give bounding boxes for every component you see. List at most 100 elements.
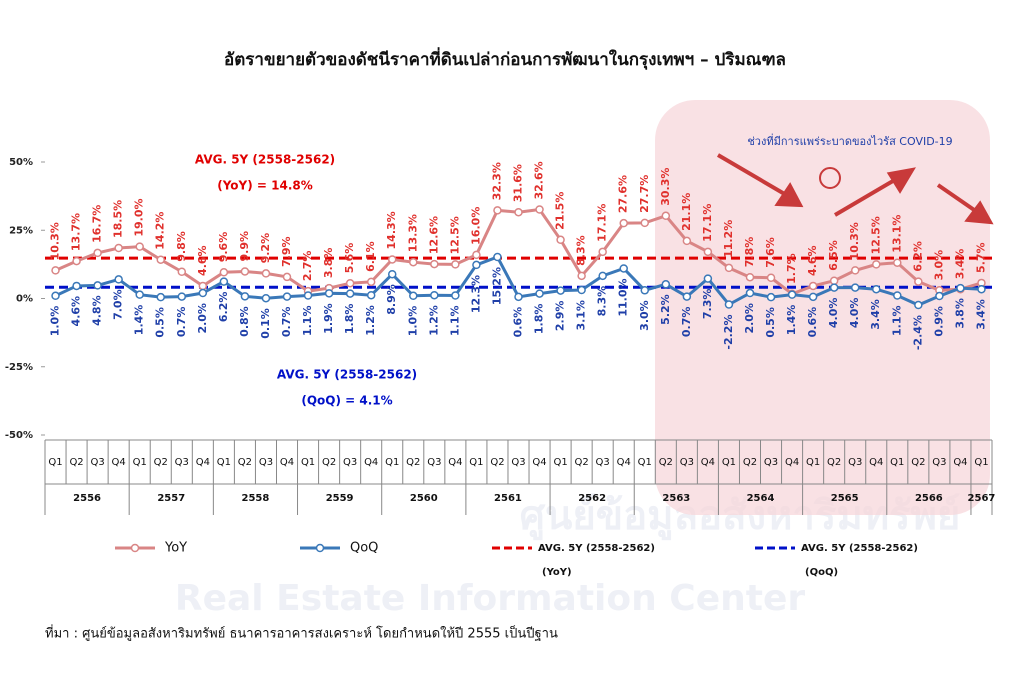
point: [219, 268, 229, 277]
point: [598, 247, 607, 257]
point: [51, 266, 60, 275]
year-label: 2559: [326, 493, 354, 504]
x-tick-label: Q1: [974, 457, 988, 468]
x-tick-label: Q1: [48, 457, 62, 468]
data-label: 1.8%: [343, 304, 356, 335]
point: [240, 292, 250, 301]
chart-title: อัตราขยายตัวของดัชนีราคาที่ดินเปล่าก่อนก…: [224, 47, 786, 70]
point: [535, 289, 544, 298]
data-label: 3.4%: [974, 299, 987, 330]
data-label: 1.0%: [406, 306, 419, 337]
x-tick-label: Q4: [196, 457, 210, 468]
x-tick-label: Q1: [553, 457, 567, 468]
x-tick-label: Q4: [869, 457, 883, 468]
point: [682, 236, 692, 246]
point: [745, 288, 755, 298]
point: [261, 269, 271, 278]
x-tick-label: Q4: [532, 457, 546, 468]
point: [682, 292, 692, 301]
data-label: 1.1%: [890, 305, 903, 336]
data-label: 1.8%: [533, 304, 546, 335]
data-label: 13.3%: [406, 214, 419, 252]
data-label: 1.9%: [322, 303, 335, 334]
point: [114, 275, 123, 284]
point: [156, 255, 165, 264]
legend-label: QoQ: [350, 541, 378, 556]
y-tick-label: -50%: [5, 430, 33, 441]
data-label: 16.0%: [469, 207, 482, 245]
point: [556, 286, 565, 295]
data-label: 18.5%: [112, 200, 125, 238]
point: [409, 257, 418, 267]
data-label: 3.0%: [638, 300, 651, 331]
data-label: 3.4%: [953, 249, 966, 280]
year-label: 2560: [410, 493, 438, 504]
x-tick-label: Q1: [638, 457, 652, 468]
point: [472, 260, 481, 270]
data-label: 4.6%: [196, 245, 209, 276]
data-label: 3.1%: [575, 300, 588, 331]
point: [51, 291, 60, 301]
x-tick-label: Q1: [469, 457, 483, 468]
point: [366, 290, 376, 300]
point: [472, 250, 481, 260]
x-tick-label: Q3: [848, 457, 862, 468]
point: [850, 266, 860, 275]
x-tick-label: Q2: [743, 457, 757, 468]
point: [640, 218, 650, 228]
data-label: 7.6%: [764, 237, 777, 268]
point: [872, 284, 881, 294]
data-label: 1.2%: [364, 305, 377, 336]
source: ที่มา : ศูนย์ข้อมูลอสังหาริมทรัพย์ ธนาคา…: [45, 624, 558, 642]
year-label: 2565: [831, 493, 859, 504]
avg-annotation: AVG. 5Y (2558-2562): [277, 368, 417, 382]
point: [493, 252, 502, 262]
data-label: 1.4%: [785, 305, 798, 336]
data-label: 2.7%: [301, 251, 314, 282]
data-label: 0.7%: [175, 307, 188, 338]
point: [451, 291, 460, 300]
point: [661, 211, 671, 221]
data-label: 1.1%: [301, 305, 314, 336]
point: [177, 292, 187, 301]
x-tick-label: Q2: [238, 457, 252, 468]
point: [724, 300, 734, 309]
data-label: 14.3%: [385, 211, 398, 249]
x-tick-label: Q1: [722, 457, 736, 468]
point: [956, 283, 965, 293]
point: [324, 289, 334, 298]
data-label: 12.6%: [427, 216, 440, 254]
point: [72, 281, 81, 291]
point: [156, 292, 165, 302]
data-label: 0.8%: [238, 306, 251, 337]
data-label: 9.6%: [217, 232, 230, 263]
x-tick-label: Q4: [448, 457, 462, 468]
point: [619, 264, 628, 273]
point: [345, 278, 355, 288]
data-label: 21.1%: [680, 193, 693, 231]
legend-label: AVG. 5Y (2558-2562): [538, 543, 655, 554]
data-label: 0.7%: [680, 307, 693, 338]
point: [914, 300, 923, 310]
point: [114, 243, 123, 253]
data-label: 9.9%: [238, 231, 251, 262]
point: [93, 248, 102, 258]
data-label: 4.6%: [806, 245, 819, 276]
data-label: 0.9%: [932, 306, 945, 337]
x-tick-label: Q3: [259, 457, 273, 468]
data-label: 0.6%: [512, 307, 525, 338]
data-label: 4.6%: [70, 296, 83, 327]
legend-marker: [130, 543, 140, 553]
data-label: 14.2%: [154, 212, 167, 250]
data-label: 2.0%: [743, 303, 756, 334]
data-label: 4.0%: [848, 298, 861, 329]
data-label: 6.2%: [217, 292, 230, 323]
x-tick-label: Q4: [785, 457, 799, 468]
data-label: 3.8%: [322, 248, 335, 279]
data-label: 7.0%: [112, 289, 125, 320]
data-label: 4.0%: [827, 298, 840, 329]
point: [893, 258, 902, 267]
watermark: Real Estate Information Center: [175, 578, 805, 619]
point: [850, 283, 860, 292]
data-label: 13.1%: [890, 215, 903, 253]
